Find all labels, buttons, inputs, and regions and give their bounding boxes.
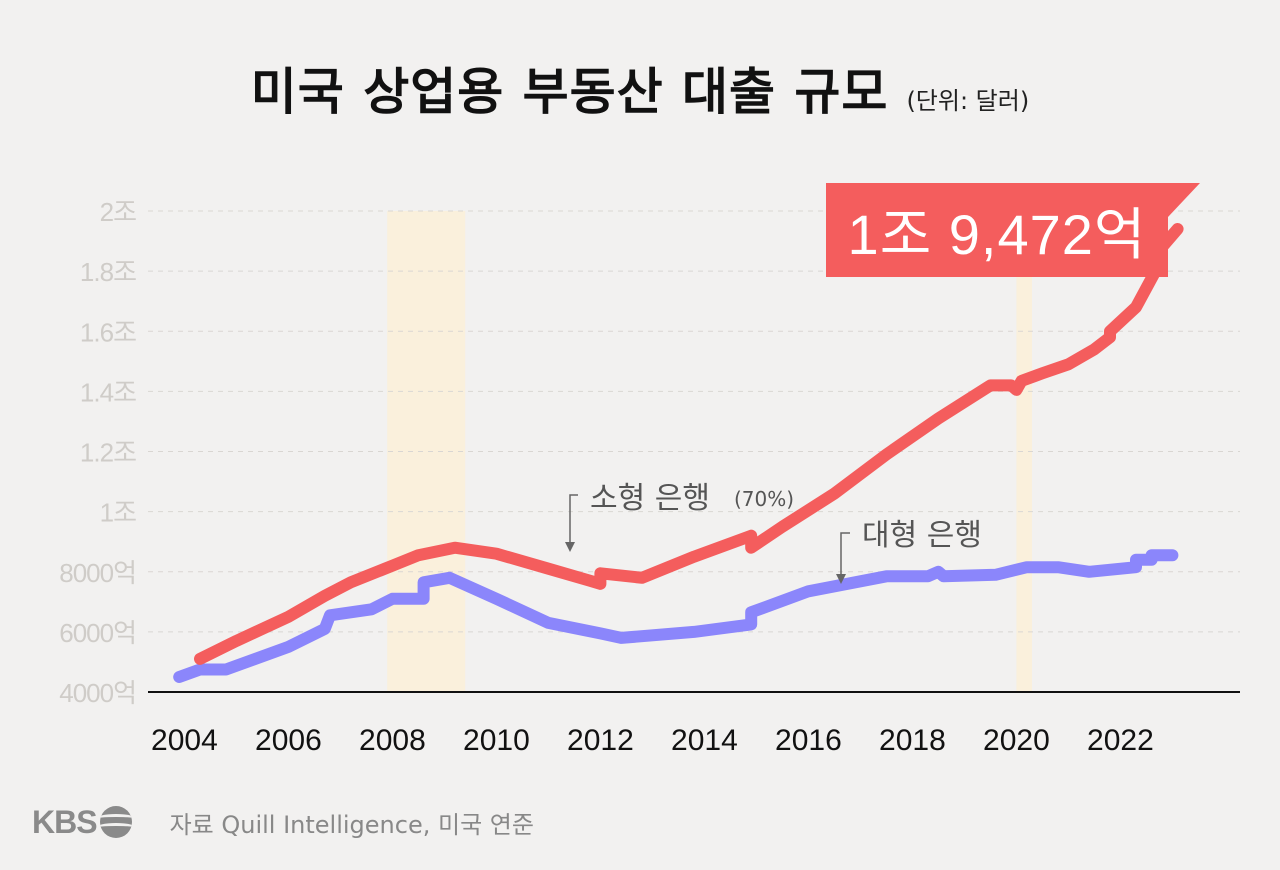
- series-label-small-banks: 소형 은행: [590, 481, 710, 516]
- x-tick-label: 2018: [879, 724, 946, 757]
- y-axis-ticks: 4000억 6000억 8000억 1조 1.2조 1.4조 1.6조 1.8조 2조: [59, 197, 137, 708]
- title-bar: 미국 상업용 부동산 대출 규모 (단위: 달러): [0, 52, 1280, 124]
- x-tick-label: 2020: [983, 724, 1050, 757]
- x-tick-label: 2022: [1087, 724, 1154, 757]
- x-tick-label: 2006: [255, 724, 322, 757]
- kbs-logo: KBS: [32, 804, 132, 841]
- source-credit: 자료 Quill Intelligence, 미국 연준: [169, 810, 534, 839]
- x-axis-ticks: 2004 2006 2008 2010 2012 2014 2016 2018 2020 2022: [151, 724, 1154, 757]
- x-tick-label: 2004: [151, 724, 218, 757]
- y-tick-label: 1.8조: [80, 257, 136, 287]
- series-line-small-banks: [194, 223, 1184, 665]
- y-tick-label: 6000억: [59, 618, 136, 648]
- y-tick-label: 1.4조: [80, 377, 136, 407]
- latest-value-text: 1조 9,472억: [847, 202, 1147, 266]
- x-tick-label: 2014: [671, 724, 738, 757]
- chart-title: 미국 상업용 부동산 대출 규모: [250, 63, 889, 121]
- series-lines: [173, 223, 1184, 683]
- y-tick-label: 1조: [100, 498, 136, 528]
- latest-value-callout: 1조 9,472억: [826, 183, 1200, 277]
- kbs-emblem-icon: [99, 806, 132, 838]
- series-line-large-banks: [173, 549, 1179, 683]
- unit-label: (단위: 달러): [906, 87, 1030, 115]
- series-label-small-banks-share: (70%): [734, 487, 794, 511]
- x-tick-label: 2016: [775, 724, 842, 757]
- x-tick-label: 2012: [567, 724, 634, 757]
- x-tick-label: 2010: [463, 724, 530, 757]
- label-large-banks: 대형 은행: [836, 518, 982, 584]
- footer: KBS 자료 Quill Intelligence, 미국 연준: [32, 802, 534, 842]
- kbs-logo-text: KBS: [32, 803, 98, 840]
- label-small-banks: 소형 은행 (70%): [565, 481, 794, 552]
- y-tick-label: 1.6조: [80, 317, 136, 347]
- y-tick-label: 2조: [100, 197, 136, 227]
- x-tick-label: 2008: [359, 724, 426, 757]
- y-tick-label: 8000억: [59, 558, 136, 588]
- y-tick-label: 4000억: [59, 678, 136, 708]
- series-label-large-banks: 대형 은행: [862, 518, 982, 553]
- y-tick-label: 1.2조: [80, 438, 136, 468]
